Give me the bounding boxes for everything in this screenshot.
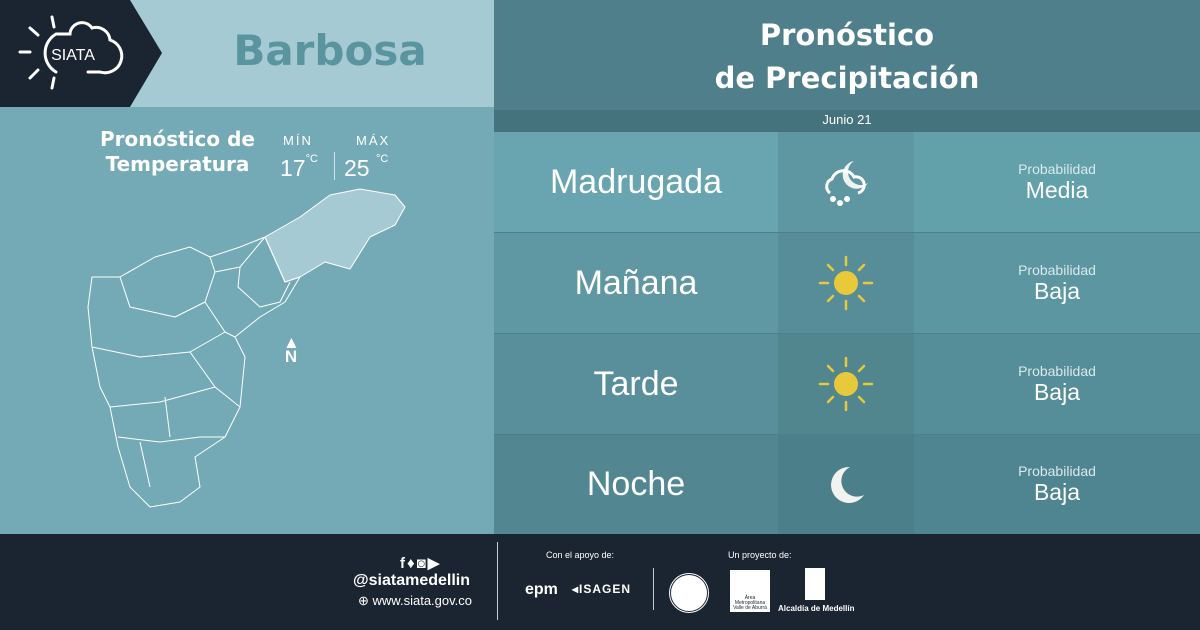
sun-icon — [818, 356, 874, 412]
social-handle[interactable]: @siatamedellin — [353, 572, 470, 589]
siata-logo: SIATA — [0, 0, 162, 107]
probability-label: Probabilidad — [1018, 261, 1096, 278]
epm-logo: epm — [525, 581, 558, 598]
medellin-seal-logo — [668, 572, 710, 614]
alcaldia-crest-logo — [805, 568, 825, 600]
website-link[interactable]: ⊕ www.siata.gov.co — [358, 593, 472, 608]
forecast-title-line2: de Precipitación — [714, 61, 980, 95]
max-temp: 25 °C — [344, 153, 389, 181]
globe-icon: ⊕ — [358, 593, 369, 608]
footer: f♦◙▶ @siatamedellin ⊕ www.siata.gov.co C… — [0, 534, 1200, 630]
instagram-icon[interactable]: ◙ — [416, 555, 428, 572]
project-label: Un proyecto de: — [728, 550, 792, 560]
forecast-row: Madrugada Probabilidad Media — [494, 132, 1200, 232]
forecast-row: Tarde Probabilidad Baja — [494, 334, 1200, 434]
forecast-title-line1: Pronóstico — [759, 18, 935, 52]
support-label: Con el apoyo de: — [546, 550, 615, 560]
temp-divider — [334, 152, 335, 180]
sun-icon — [818, 255, 874, 311]
temperature-title-line2: Temperatura — [105, 152, 250, 176]
period-label: Madrugada — [494, 132, 778, 232]
night-rain-icon — [825, 161, 868, 206]
probability-value: Baja — [1033, 378, 1081, 405]
probability-label: Probabilidad — [1018, 160, 1096, 177]
probability-value: Baja — [1033, 479, 1081, 505]
north-indicator: ▲ N — [283, 333, 300, 366]
max-label: MÁX — [356, 133, 391, 148]
svg-text:SIATA: SIATA — [51, 47, 95, 64]
probability-label: Probabilidad — [1018, 463, 1096, 479]
probability-label: Probabilidad — [1018, 362, 1096, 379]
divider — [653, 568, 654, 610]
sun-cloud-logo-icon: SIATA — [18, 15, 124, 90]
facebook-icon[interactable]: f — [400, 555, 407, 572]
min-label: MÍN — [283, 133, 313, 148]
forecast-row: Mañana Probabilidad Baja — [494, 233, 1200, 333]
alcaldia-label: Alcaldía de Medellín — [778, 604, 855, 613]
map-panel — [0, 107, 494, 534]
period-label: Tarde — [494, 334, 778, 434]
temperature-title: Pronóstico de Temperatura — [90, 127, 265, 177]
period-label: Noche — [494, 435, 778, 534]
city-name: Barbosa — [233, 26, 427, 75]
area-metropolitana-logo: Área Metropolitana Valle de Aburrá — [730, 570, 770, 612]
forecast-title: Pronóstico de Precipitación — [494, 14, 1200, 100]
forecast-row: Noche Probabilidad Baja — [494, 435, 1200, 534]
probability-value: Baja — [1033, 277, 1081, 304]
period-label: Mañana — [494, 233, 778, 333]
temperature-title-line1: Pronóstico de — [100, 127, 255, 151]
moon-icon — [831, 466, 864, 503]
divider — [497, 542, 498, 620]
social-icons: f♦◙▶ — [400, 554, 441, 572]
isagen-logo: ◂ISAGEN — [572, 582, 632, 596]
forecast-date: Junio 21 — [494, 110, 1200, 132]
probability-value: Media — [1025, 176, 1089, 203]
youtube-icon[interactable]: ▶ — [427, 555, 442, 572]
twitter-icon[interactable]: ♦ — [407, 555, 417, 572]
municipality-map — [87, 188, 406, 508]
min-temp: 17°C — [280, 153, 318, 181]
